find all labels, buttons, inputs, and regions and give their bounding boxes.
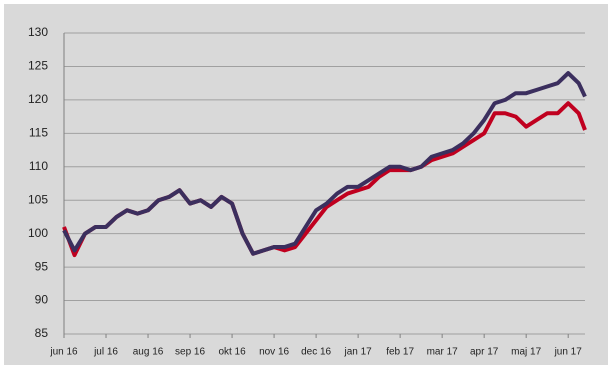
x-tick-label: jun 17	[554, 347, 583, 358]
x-tick-label: maj 17	[511, 347, 541, 358]
x-tick-label: mar 17	[427, 347, 459, 358]
y-tick-label: 130	[28, 25, 48, 39]
x-tick-label: nov 16	[259, 347, 289, 358]
x-tick-label: apr 17	[470, 347, 499, 358]
x-tick-label: feb 17	[386, 347, 414, 358]
y-tick-label: 110	[29, 159, 48, 173]
y-tick-label: 90	[35, 293, 49, 307]
y-tick-label: 120	[28, 92, 48, 106]
chart-background	[4, 4, 608, 365]
series-line	[62, 71, 587, 256]
x-tick-label: jul 16	[93, 347, 118, 358]
y-tick-label: 105	[28, 192, 48, 206]
y-tick-label: 115	[29, 126, 48, 140]
y-tick-label: 125	[28, 59, 48, 73]
x-tick-label: sep 16	[175, 347, 205, 358]
x-tick-label: dec 16	[301, 347, 331, 358]
y-tick-label: 95	[35, 259, 49, 273]
x-tick-label: okt 16	[218, 347, 246, 358]
x-tick-label: jan 17	[343, 347, 372, 358]
x-tick-label: jun 16	[49, 347, 78, 358]
x-tick-label: aug 16	[133, 347, 164, 358]
y-tick-label: 100	[28, 226, 48, 240]
y-tick-label: 85	[35, 326, 49, 340]
